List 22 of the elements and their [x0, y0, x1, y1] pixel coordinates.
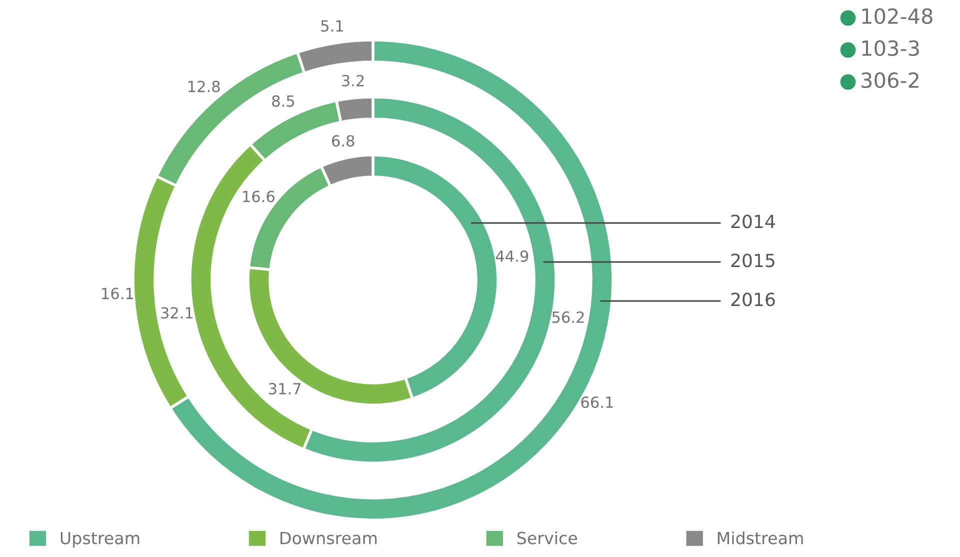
- data-label: 8.5: [272, 95, 294, 107]
- data-label: 66.1: [581, 396, 613, 408]
- data-label: 5.1: [321, 20, 343, 32]
- data-label: 3.2: [342, 74, 364, 86]
- data-label: 16.1: [102, 288, 134, 300]
- legend-label: Service: [517, 531, 578, 544]
- legend-label: Midstream: [718, 531, 803, 544]
- slice-label: 2016: [731, 292, 775, 306]
- data-label: 12.8: [188, 80, 220, 92]
- data-label: 16.6: [243, 190, 274, 202]
- data-label: 44.9: [496, 250, 528, 262]
- text: 306-2: [862, 72, 918, 88]
- legend-label: Downsream: [280, 532, 377, 544]
- slice-label: 2014: [731, 214, 775, 228]
- data-label: 32.1: [161, 307, 193, 319]
- slice-label: 2015: [731, 254, 774, 268]
- data-label: 6.8: [332, 135, 354, 147]
- data-label: 56.2: [552, 311, 584, 323]
- data-label: 31.7: [268, 382, 301, 394]
- legend-label: Upstream: [60, 532, 140, 548]
- text: 102-48: [862, 8, 932, 24]
- text: 103-3: [862, 40, 919, 56]
